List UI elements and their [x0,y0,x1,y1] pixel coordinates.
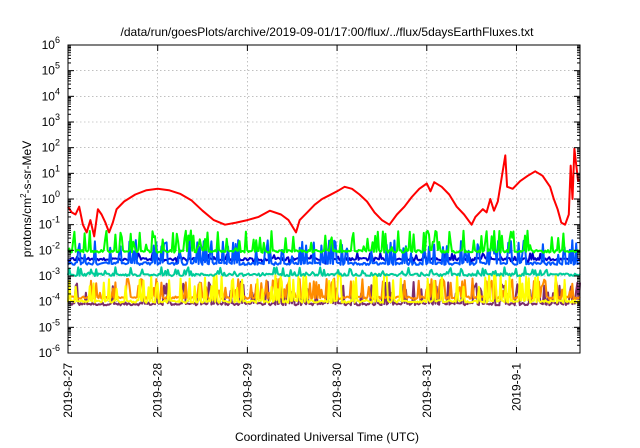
y-tick-label: 10-3 [39,266,60,283]
x-tick-label: 2019-8-27 [61,363,75,418]
y-label-sup: 2 [19,193,28,198]
y-tick-label: 104 [42,86,60,103]
x-tick-label: 2019-8-28 [151,363,165,418]
series-layer [67,147,581,307]
x-tick-label: 2019-9-1 [509,363,523,411]
x-axis-label: Coordinated Universal Time (UTC) [235,430,419,444]
x-axis-ticks: 2019-8-27 2019-8-28 2019-8-29 2019-8-30 2019… [61,45,523,418]
x-tick-label: 2019-8-31 [420,363,434,418]
series-line-2 [67,239,581,266]
x-tick-label: 2019-8-30 [330,363,344,418]
y-axis-label: protons/cm2-s-sr-MeV [19,141,34,257]
series-line-4 [67,266,581,278]
y-tick-label: 103 [42,112,60,129]
y-tick-label: 10-6 [39,343,60,360]
series-line-6 [67,277,581,301]
series-line-0 [67,147,581,238]
y-label-rest: -s-sr-MeV [20,141,34,194]
y-label-base: protons/cm [20,198,34,257]
y-tick-label: 10-1 [39,215,60,232]
series-line-5 [67,273,581,304]
y-axis-ticks: 10-6 10-5 10-4 10-3 10-2 10-1 100 101 102 103 104 1… [39,35,580,360]
y-tick-label: 10-2 [39,240,60,257]
y-tick-label: 105 [42,61,60,78]
y-tick-label: 101 [42,163,60,180]
series-line-1 [67,229,581,254]
y-tick-label: 10-5 [39,317,60,334]
y-tick-label: 100 [42,189,60,206]
x-tick-label: 2019-8-29 [240,363,254,418]
y-tick-label: 102 [42,138,60,155]
chart-title: /data/run/goesPlots/archive/2019-09-01/1… [121,25,535,39]
y-tick-label: 10-4 [39,292,60,309]
y-tick-label: 106 [42,35,60,52]
